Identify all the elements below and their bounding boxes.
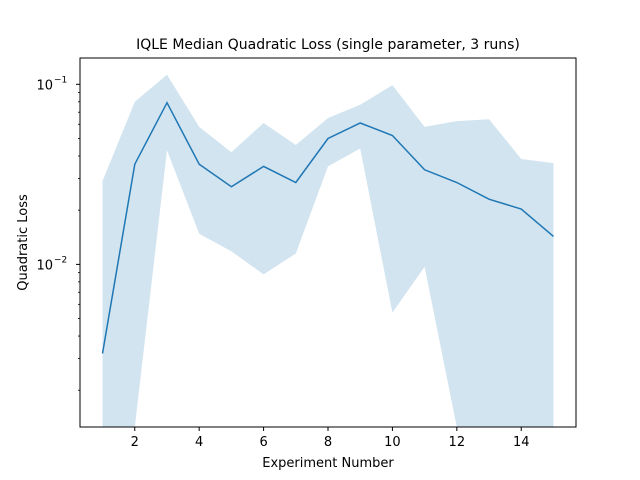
x-tick-label-6: 6 (259, 435, 267, 450)
y-tick-label-exponent-0: −1 (54, 75, 67, 85)
x-tick-label-2: 2 (131, 435, 139, 450)
x-axis-label: Experiment Number (262, 456, 394, 471)
x-tick-label-8: 8 (324, 435, 332, 450)
y-axis-label: Quadratic Loss (16, 194, 31, 291)
x-tick-label-4: 4 (195, 435, 203, 450)
confidence-band (102, 74, 554, 428)
x-tick-label-14: 14 (513, 435, 530, 450)
y-tick-label-exponent-1: −2 (54, 255, 67, 265)
chart-title: IQLE Median Quadratic Loss (single param… (136, 37, 520, 53)
x-tick-label-12: 12 (449, 435, 466, 450)
y-tick-label-1: 10 (36, 258, 53, 273)
x-tick-label-10: 10 (384, 435, 401, 450)
y-tick-label-0: 10 (36, 78, 53, 93)
median-loss-line (101, 101, 554, 354)
